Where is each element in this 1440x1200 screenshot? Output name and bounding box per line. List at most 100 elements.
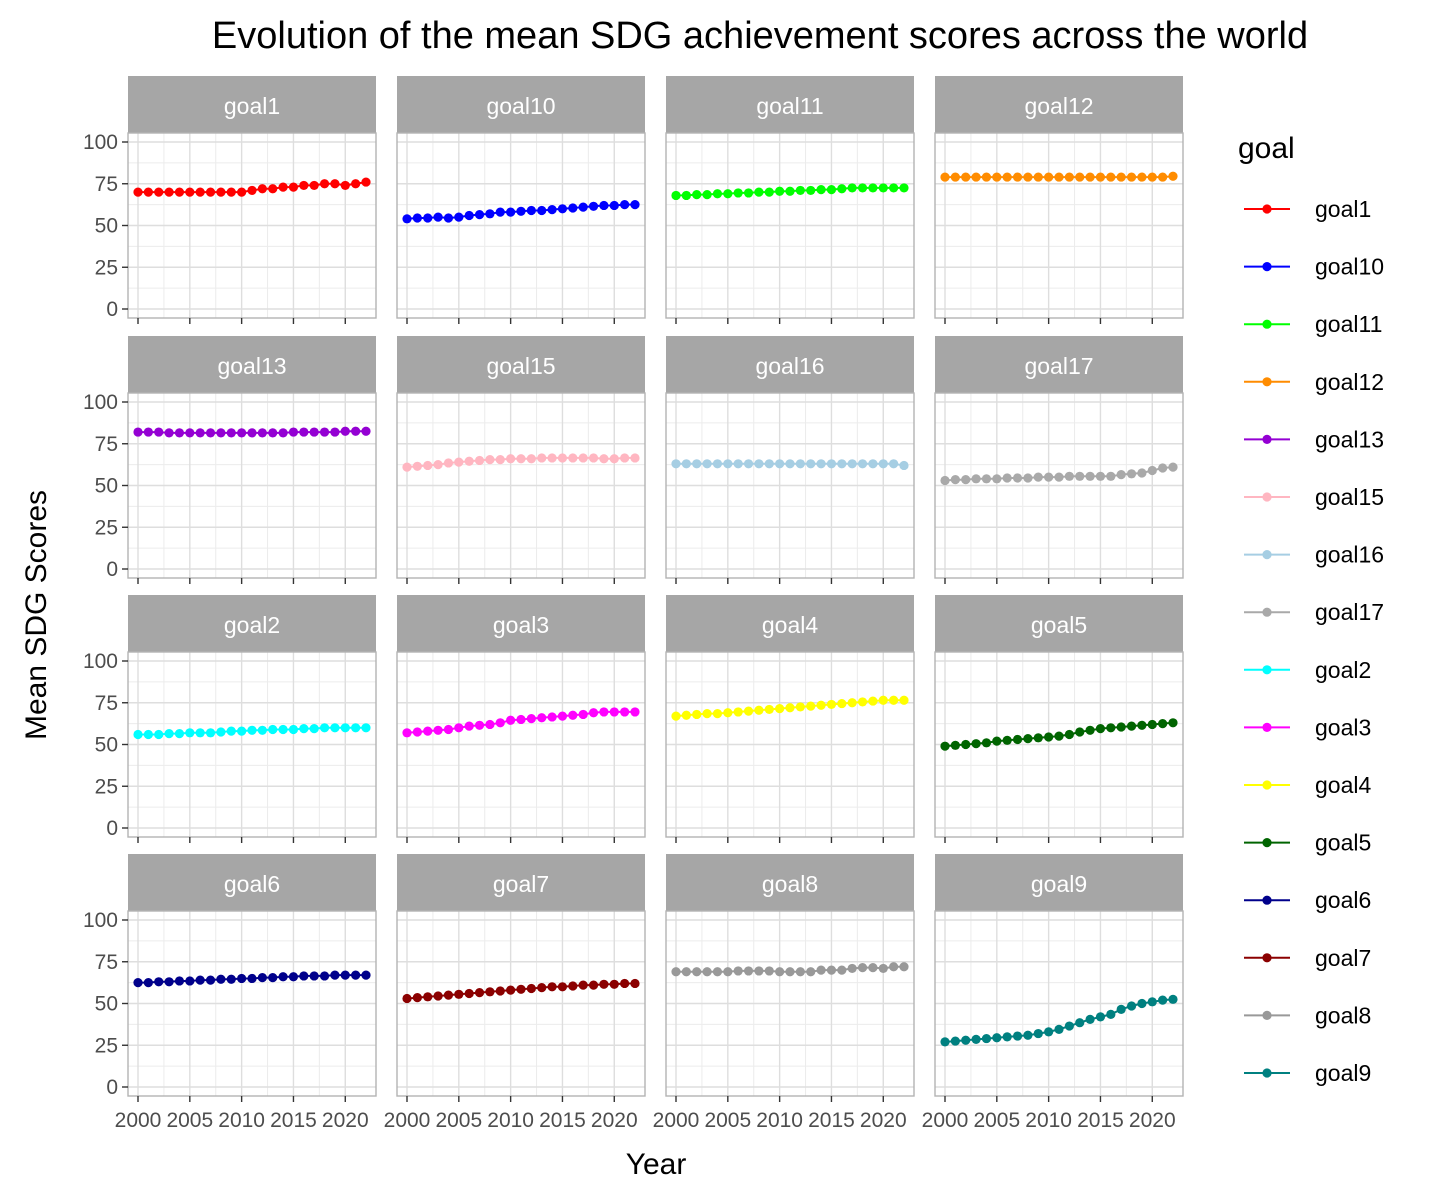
data-point (857, 962, 868, 973)
y-tick-label: 0 (106, 558, 118, 581)
y-tick-label: 50 (95, 993, 118, 1016)
legend-label: goal5 (1315, 830, 1371, 856)
legend-label: goal16 (1315, 542, 1384, 568)
data-point (454, 212, 464, 222)
data-point (816, 965, 826, 975)
data-point (692, 709, 702, 720)
data-point (1147, 465, 1157, 476)
data-point (319, 723, 330, 733)
data-point (723, 708, 733, 718)
panel-border (396, 651, 646, 838)
data-point (899, 962, 909, 972)
data-point (1064, 172, 1074, 182)
data-point (1116, 172, 1126, 182)
data-point (609, 979, 619, 989)
data-point (630, 707, 640, 717)
data-point (837, 459, 847, 469)
legend-key-point (1262, 722, 1272, 733)
data-point (361, 426, 371, 436)
data-point (568, 453, 578, 463)
data-point (878, 963, 888, 974)
data-point (485, 987, 495, 997)
data-point (723, 967, 733, 977)
data-point (981, 1033, 992, 1044)
data-point (330, 723, 340, 733)
strip-label: goal5 (1031, 612, 1087, 638)
x-tick-label: 2010 (218, 1109, 265, 1132)
data-point (154, 187, 164, 197)
gridlines (397, 393, 645, 578)
data-point (1085, 471, 1095, 481)
data-point (971, 739, 981, 749)
data-point (454, 989, 464, 999)
data-point (1095, 724, 1106, 734)
data-point (443, 724, 454, 735)
legend-label: goal3 (1315, 714, 1371, 740)
data-point (143, 978, 153, 988)
data-point (630, 978, 640, 989)
data-point (351, 179, 361, 189)
legend-label: goal1 (1315, 196, 1371, 222)
data-point (712, 967, 723, 977)
data-point (526, 454, 536, 464)
data-point (837, 965, 847, 975)
data-point (1012, 473, 1023, 483)
data-point (412, 213, 422, 223)
chart-title: Evolution of the mean SDG achievement sc… (212, 15, 1308, 57)
data-point (568, 203, 578, 213)
data-point (743, 966, 754, 976)
data-point (1158, 463, 1168, 473)
strip-background (128, 854, 376, 911)
data-point (361, 970, 371, 980)
gridlines (397, 911, 645, 1096)
data-point (485, 209, 495, 219)
y-tick-label: 75 (95, 951, 118, 974)
data-point (702, 967, 712, 977)
legend-label: goal11 (1315, 311, 1382, 337)
data-point (889, 695, 899, 705)
data-point (723, 189, 733, 199)
data-point (185, 728, 195, 738)
data-point (868, 183, 878, 193)
data-point (319, 971, 330, 981)
data-point (1116, 722, 1126, 732)
data-point (154, 427, 164, 437)
data-point (257, 428, 267, 438)
data-point (1106, 471, 1116, 481)
panel-goal6: goal6 0 25 50 75 100 2000 2005 2010 2015 2020 (83, 854, 377, 1132)
data-point (1002, 1032, 1012, 1042)
data-point (361, 723, 371, 733)
data-point (195, 187, 205, 197)
data-point (1126, 721, 1137, 731)
data-point (806, 459, 816, 469)
legend-label: goal12 (1315, 369, 1384, 395)
data-point (950, 475, 960, 485)
data-point (547, 453, 557, 463)
data-point (557, 711, 568, 721)
x-tick-label: 2000 (653, 1109, 700, 1132)
data-point (609, 454, 619, 464)
data-point (516, 206, 526, 216)
data-point (340, 723, 350, 733)
data-point (743, 459, 754, 469)
data-point (961, 739, 971, 750)
data-point (299, 971, 309, 981)
data-point (557, 982, 568, 992)
strip-label: goal10 (486, 93, 555, 119)
x-tick-label: 2005 (704, 1109, 751, 1132)
data-point (133, 427, 143, 437)
data-point (351, 723, 361, 733)
data-point (485, 455, 495, 465)
data-point (1168, 462, 1178, 472)
data-point (1033, 1028, 1043, 1039)
data-point (464, 721, 474, 731)
legend-key-point (1262, 377, 1272, 387)
data-point (495, 207, 505, 217)
legend: goal goal1 goal10 goal11 goal12 goal13 goal15… (1238, 132, 1384, 1086)
data-point (257, 184, 267, 194)
legend-item-goal2: goal2 (1244, 657, 1371, 683)
data-point (609, 707, 619, 717)
data-point (1044, 172, 1054, 182)
panel-goal1: goal1 0 25 50 75 100 (83, 76, 377, 324)
data-point (330, 179, 340, 189)
